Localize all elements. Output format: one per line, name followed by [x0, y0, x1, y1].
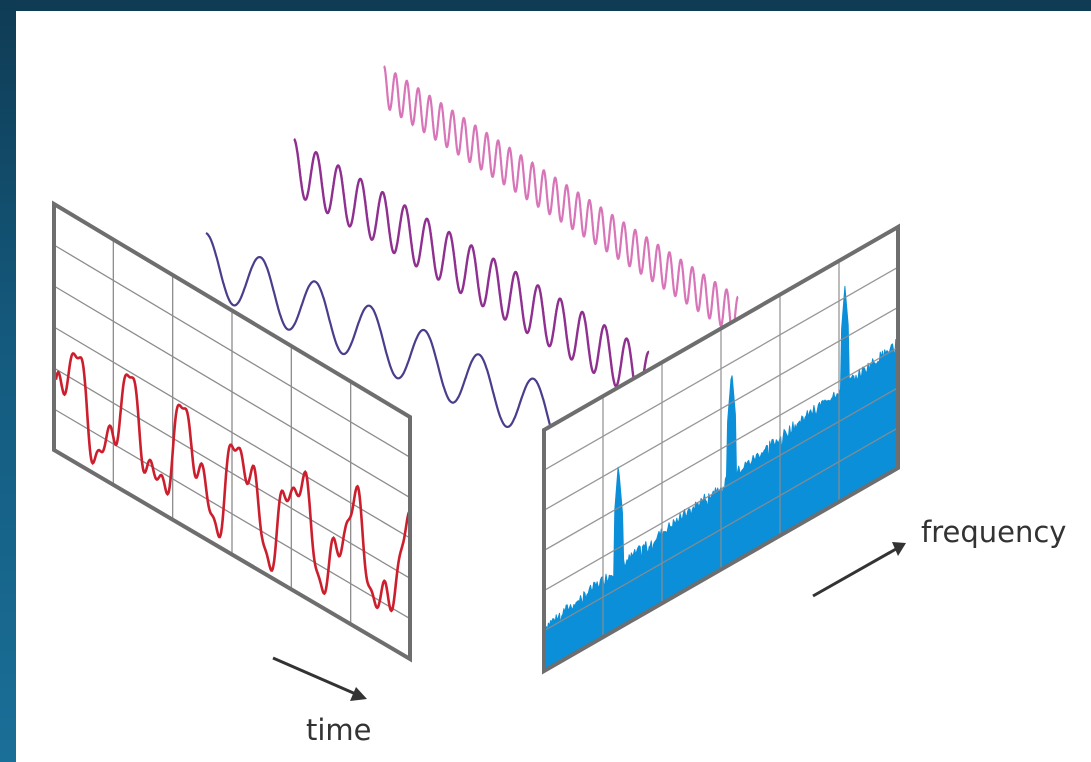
low-frequency-sine [205, 232, 562, 452]
frequency-grid-horizontal-line [543, 306, 899, 511]
mid-frequency-sine [293, 138, 650, 401]
frequency-domain-panel [542, 223, 900, 675]
time-panel-grid [53, 239, 411, 625]
time-panel-border [52, 200, 412, 663]
time-axis-arrow [272, 656, 367, 701]
frequency-panel-grid [543, 260, 899, 638]
time-axis-label: time [306, 713, 372, 747]
sine-components [205, 65, 739, 452]
time-grid-horizontal-line [53, 285, 411, 499]
time-grid-horizontal-line [53, 367, 411, 579]
time-grid-horizontal-line [53, 244, 411, 458]
fourier-transform-diagram [52, 65, 906, 701]
frequency-grid-horizontal-line [543, 266, 899, 471]
frequency-panel-border [542, 223, 900, 675]
high-frequency-sine [383, 65, 739, 335]
frequency-axis-label: frequency [921, 515, 1067, 549]
time-grid-horizontal-line [53, 408, 411, 620]
frequency-grid-horizontal-line [543, 346, 899, 552]
time-domain-signal [54, 352, 410, 613]
frequency-axis-arrow [812, 542, 906, 598]
time-grid-horizontal-line [53, 326, 411, 539]
frequency-grid-horizontal-line [543, 427, 899, 632]
frequency-grid-horizontal-line [543, 387, 899, 592]
illustration-canvas: time frequency [16, 11, 1091, 762]
time-domain-panel [52, 200, 412, 663]
